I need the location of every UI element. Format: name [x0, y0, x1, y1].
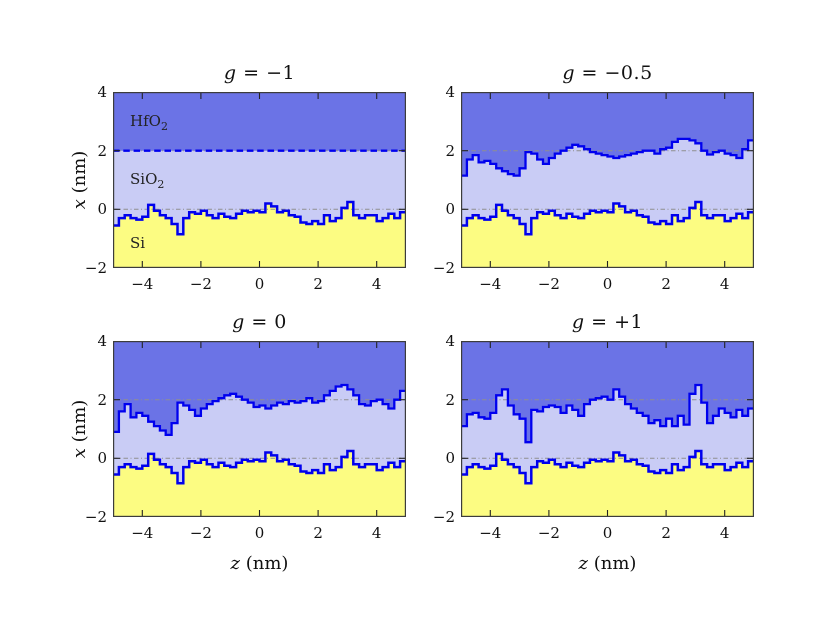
plot-frame	[461, 92, 754, 268]
y-tick-label: 2	[97, 390, 107, 409]
title-value: = −0.5	[575, 62, 653, 84]
y-tick-label: 4	[97, 83, 107, 101]
hfo2-sio2-interface-line	[461, 383, 754, 444]
tick-marks	[462, 93, 753, 267]
sio2-si-interface-line	[461, 449, 754, 485]
tick-marks	[114, 93, 405, 267]
x-tick-label: 4	[719, 275, 730, 293]
layer-label-subscript: 2	[160, 120, 168, 133]
sio2-si-interface-line	[461, 200, 754, 236]
plot-area-g-minus-0-5	[461, 92, 754, 268]
layer-label-subscript: 2	[157, 178, 165, 191]
plot-frame	[461, 341, 754, 517]
title-value: = −1	[236, 62, 296, 84]
panel-title-g-minus-1: g = −1	[113, 62, 406, 84]
plot-area-g-zero	[113, 341, 406, 517]
plot-area-g-plus-1	[461, 341, 754, 517]
y-tick-label: 0	[445, 200, 455, 219]
x-tick-label: 4	[719, 524, 730, 542]
y-tick-label: 2	[445, 141, 455, 160]
x-tick-label: −4	[131, 524, 154, 542]
hfo2-sio2-interface-line	[461, 137, 754, 177]
y-tick-label: 0	[97, 200, 107, 219]
x-tick-label: 2	[313, 275, 323, 293]
y-axis-unit: (nm)	[69, 399, 90, 449]
layer-label-text: Si	[130, 234, 146, 252]
y-axis-unit: (nm)	[69, 150, 90, 200]
sio2-si-interface-line	[113, 449, 406, 485]
title-variable: g	[223, 62, 237, 84]
panel-title-g-zero: g = 0	[113, 311, 406, 333]
y-tick-label: −2	[432, 259, 455, 277]
y-tick-label: −2	[432, 508, 455, 526]
y-tick-label: 4	[97, 332, 107, 350]
x-tick-label: 4	[371, 275, 382, 293]
x-axis-variable: z	[230, 553, 241, 574]
x-axis-label: z (nm)	[548, 553, 668, 574]
y-tick-label: −2	[84, 259, 107, 277]
panel-title-g-minus-0-5: g = −0.5	[461, 62, 754, 84]
x-tick-label: 4	[371, 524, 382, 542]
tick-marks	[462, 342, 753, 516]
hfo2-sio2-interface-line	[113, 383, 406, 437]
x-tick-label: 0	[254, 275, 265, 293]
layer-label-hfo2: HfO2	[130, 112, 168, 133]
x-tick-label: 2	[661, 275, 671, 293]
x-axis-variable: z	[578, 553, 589, 574]
x-tick-label: −2	[189, 524, 212, 542]
y-tick-label: 0	[97, 449, 107, 468]
y-axis-variable: x	[69, 448, 90, 459]
layer-label-text: SiO	[130, 170, 158, 188]
panel-title-g-plus-1: g = +1	[461, 311, 754, 333]
layer-label-sio2: SiO2	[130, 170, 164, 191]
sio2-si-interface-line	[113, 200, 406, 236]
x-tick-label: −4	[479, 524, 502, 542]
hfo2-layer	[461, 92, 754, 176]
x-tick-label: −2	[537, 275, 560, 293]
tick-marks	[114, 342, 405, 516]
hfo2-layer	[113, 92, 406, 151]
plot-frame	[113, 341, 406, 517]
x-tick-label: −4	[479, 275, 502, 293]
plot-area-g-minus-1	[113, 92, 406, 268]
layer-label-si: Si	[130, 234, 145, 252]
y-tick-label: 2	[445, 390, 455, 409]
y-tick-label: 4	[445, 332, 455, 350]
x-tick-label: 0	[254, 524, 265, 542]
x-tick-label: 0	[602, 275, 613, 293]
y-tick-label: −2	[84, 508, 107, 526]
x-tick-label: −4	[131, 275, 154, 293]
x-axis-unit: (nm)	[240, 553, 289, 574]
y-axis-variable: x	[69, 199, 90, 210]
x-tick-label: −2	[189, 275, 212, 293]
y-axis-label: x (nm)	[69, 120, 91, 240]
title-variable: g	[562, 62, 576, 84]
y-axis-label: x (nm)	[69, 369, 91, 489]
x-tick-label: 0	[602, 524, 613, 542]
layer-label-text: HfO	[130, 112, 161, 130]
hfo2-layer	[461, 341, 754, 443]
x-tick-label: −2	[537, 524, 560, 542]
title-variable: g	[232, 311, 245, 333]
title-variable: g	[571, 311, 585, 333]
hfo2-layer	[113, 341, 406, 435]
x-tick-label: 2	[313, 524, 323, 542]
x-tick-label: 2	[661, 524, 671, 542]
x-axis-label: z (nm)	[200, 553, 320, 574]
x-axis-unit: (nm)	[588, 553, 637, 574]
plot-frame	[113, 92, 406, 268]
title-value: = +1	[584, 311, 644, 333]
y-tick-label: 2	[97, 141, 107, 160]
title-value: = 0	[244, 311, 287, 333]
y-tick-label: 0	[445, 449, 455, 468]
y-tick-label: 4	[445, 83, 455, 101]
